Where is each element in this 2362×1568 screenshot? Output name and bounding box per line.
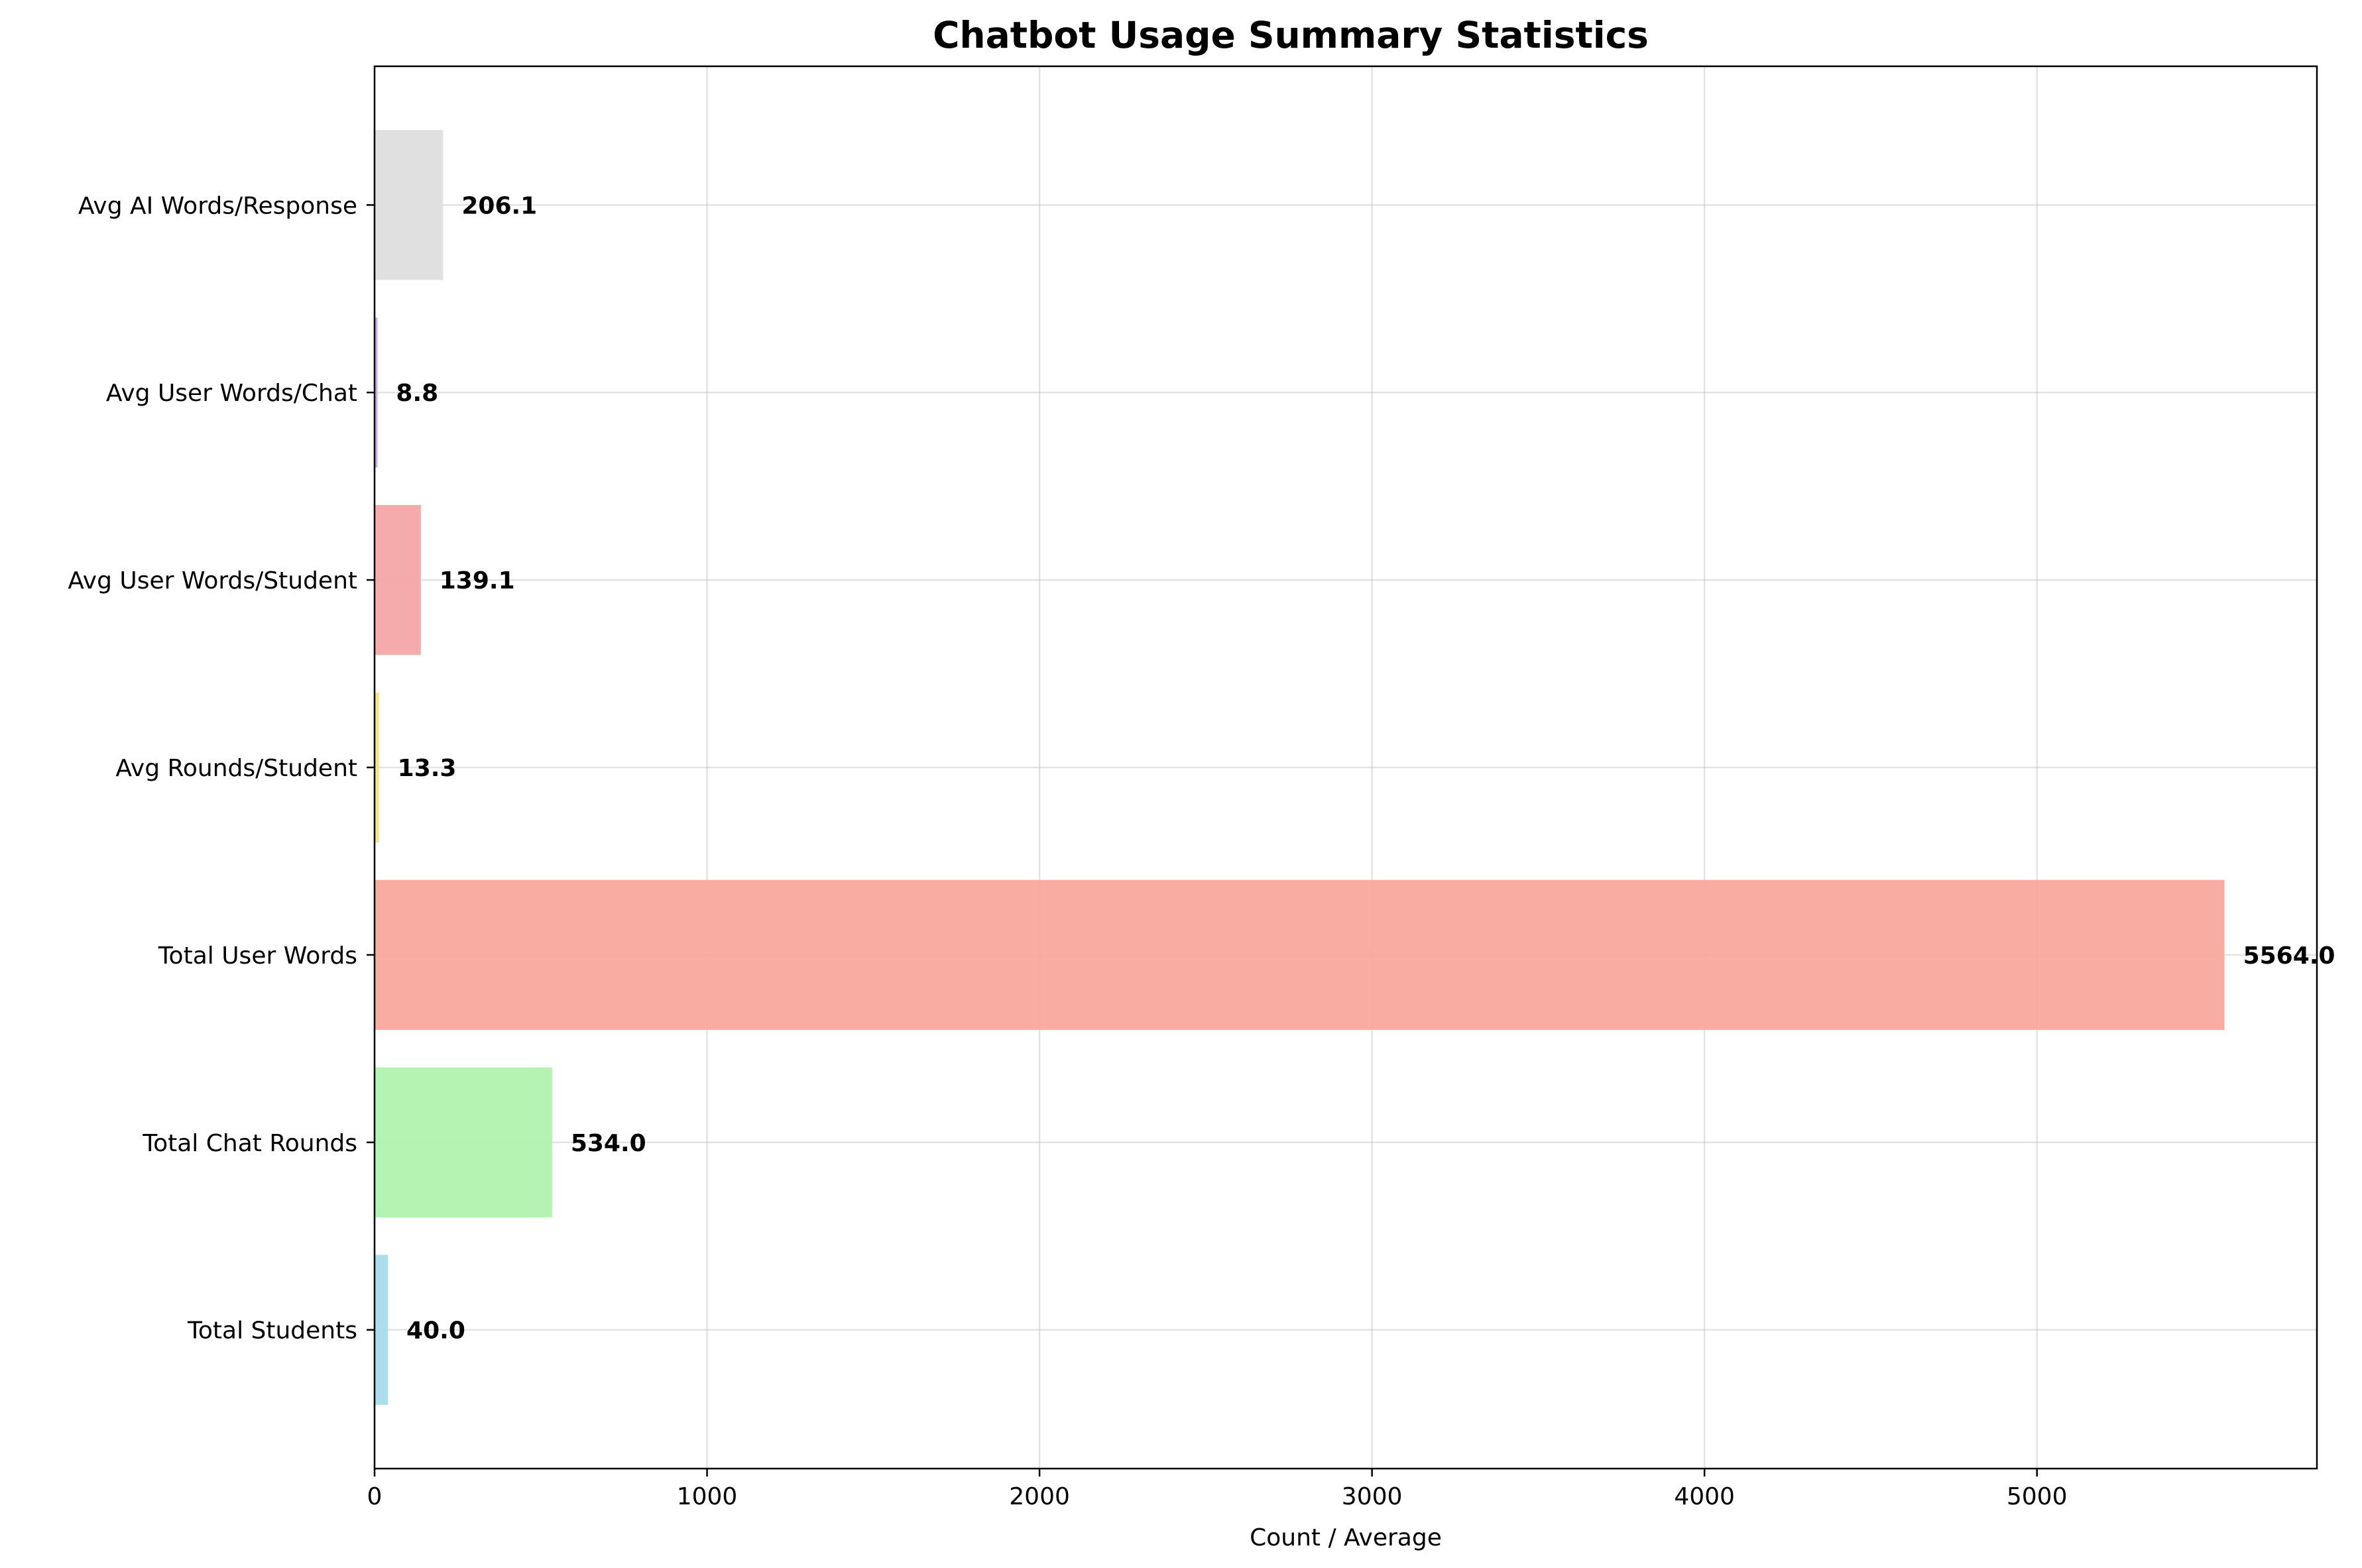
value-labels: 40.0 534.0 5564.0 13.3 139.1 8.8 206.1 <box>396 192 2335 1344</box>
chart-title: Chatbot Usage Summary Statistics <box>933 14 1649 56</box>
bar <box>375 692 379 843</box>
bar <box>375 504 421 655</box>
y-tick-label: Avg Rounds/Student <box>115 755 357 782</box>
bar <box>375 130 443 280</box>
bar-value-label: 8.8 <box>396 380 438 407</box>
bar <box>375 879 2225 1031</box>
x-tick-label: 4000 <box>1674 1483 1735 1510</box>
x-tick-label: 1000 <box>677 1483 738 1510</box>
bar <box>375 317 378 468</box>
x-tick-label: 5000 <box>2007 1483 2068 1510</box>
bar <box>375 1255 388 1405</box>
y-tick-label: Avg User Words/Student <box>68 567 357 594</box>
bar-value-label: 5564.0 <box>2243 942 2335 970</box>
x-tick-label: 2000 <box>1009 1483 1070 1510</box>
y-tick-label: Avg AI Words/Response <box>78 192 357 219</box>
x-tick-label: 0 <box>367 1483 383 1510</box>
bar-value-label: 139.1 <box>440 567 515 594</box>
x-axis-label: Count / Average <box>1250 1524 1442 1551</box>
y-tick-label: Total Chat Rounds <box>142 1130 357 1157</box>
y-tick-label: Avg User Words/Chat <box>106 380 357 407</box>
bar-value-label: 13.3 <box>398 755 457 782</box>
x-axis-ticks: 0 1000 2000 3000 4000 5000 <box>367 1469 2068 1510</box>
bars <box>375 130 2225 1405</box>
y-tick-label: Total Students <box>187 1317 357 1345</box>
bar-value-label: 40.0 <box>406 1317 465 1345</box>
bar-value-label: 534.0 <box>571 1130 646 1157</box>
x-tick-label: 3000 <box>1342 1483 1403 1510</box>
y-axis-ticks: Total Students Total Chat Rounds Total Use… <box>68 192 375 1345</box>
bar <box>375 1067 552 1217</box>
bar-value-label: 206.1 <box>461 192 537 219</box>
y-tick-label: Total User Words <box>158 942 357 970</box>
